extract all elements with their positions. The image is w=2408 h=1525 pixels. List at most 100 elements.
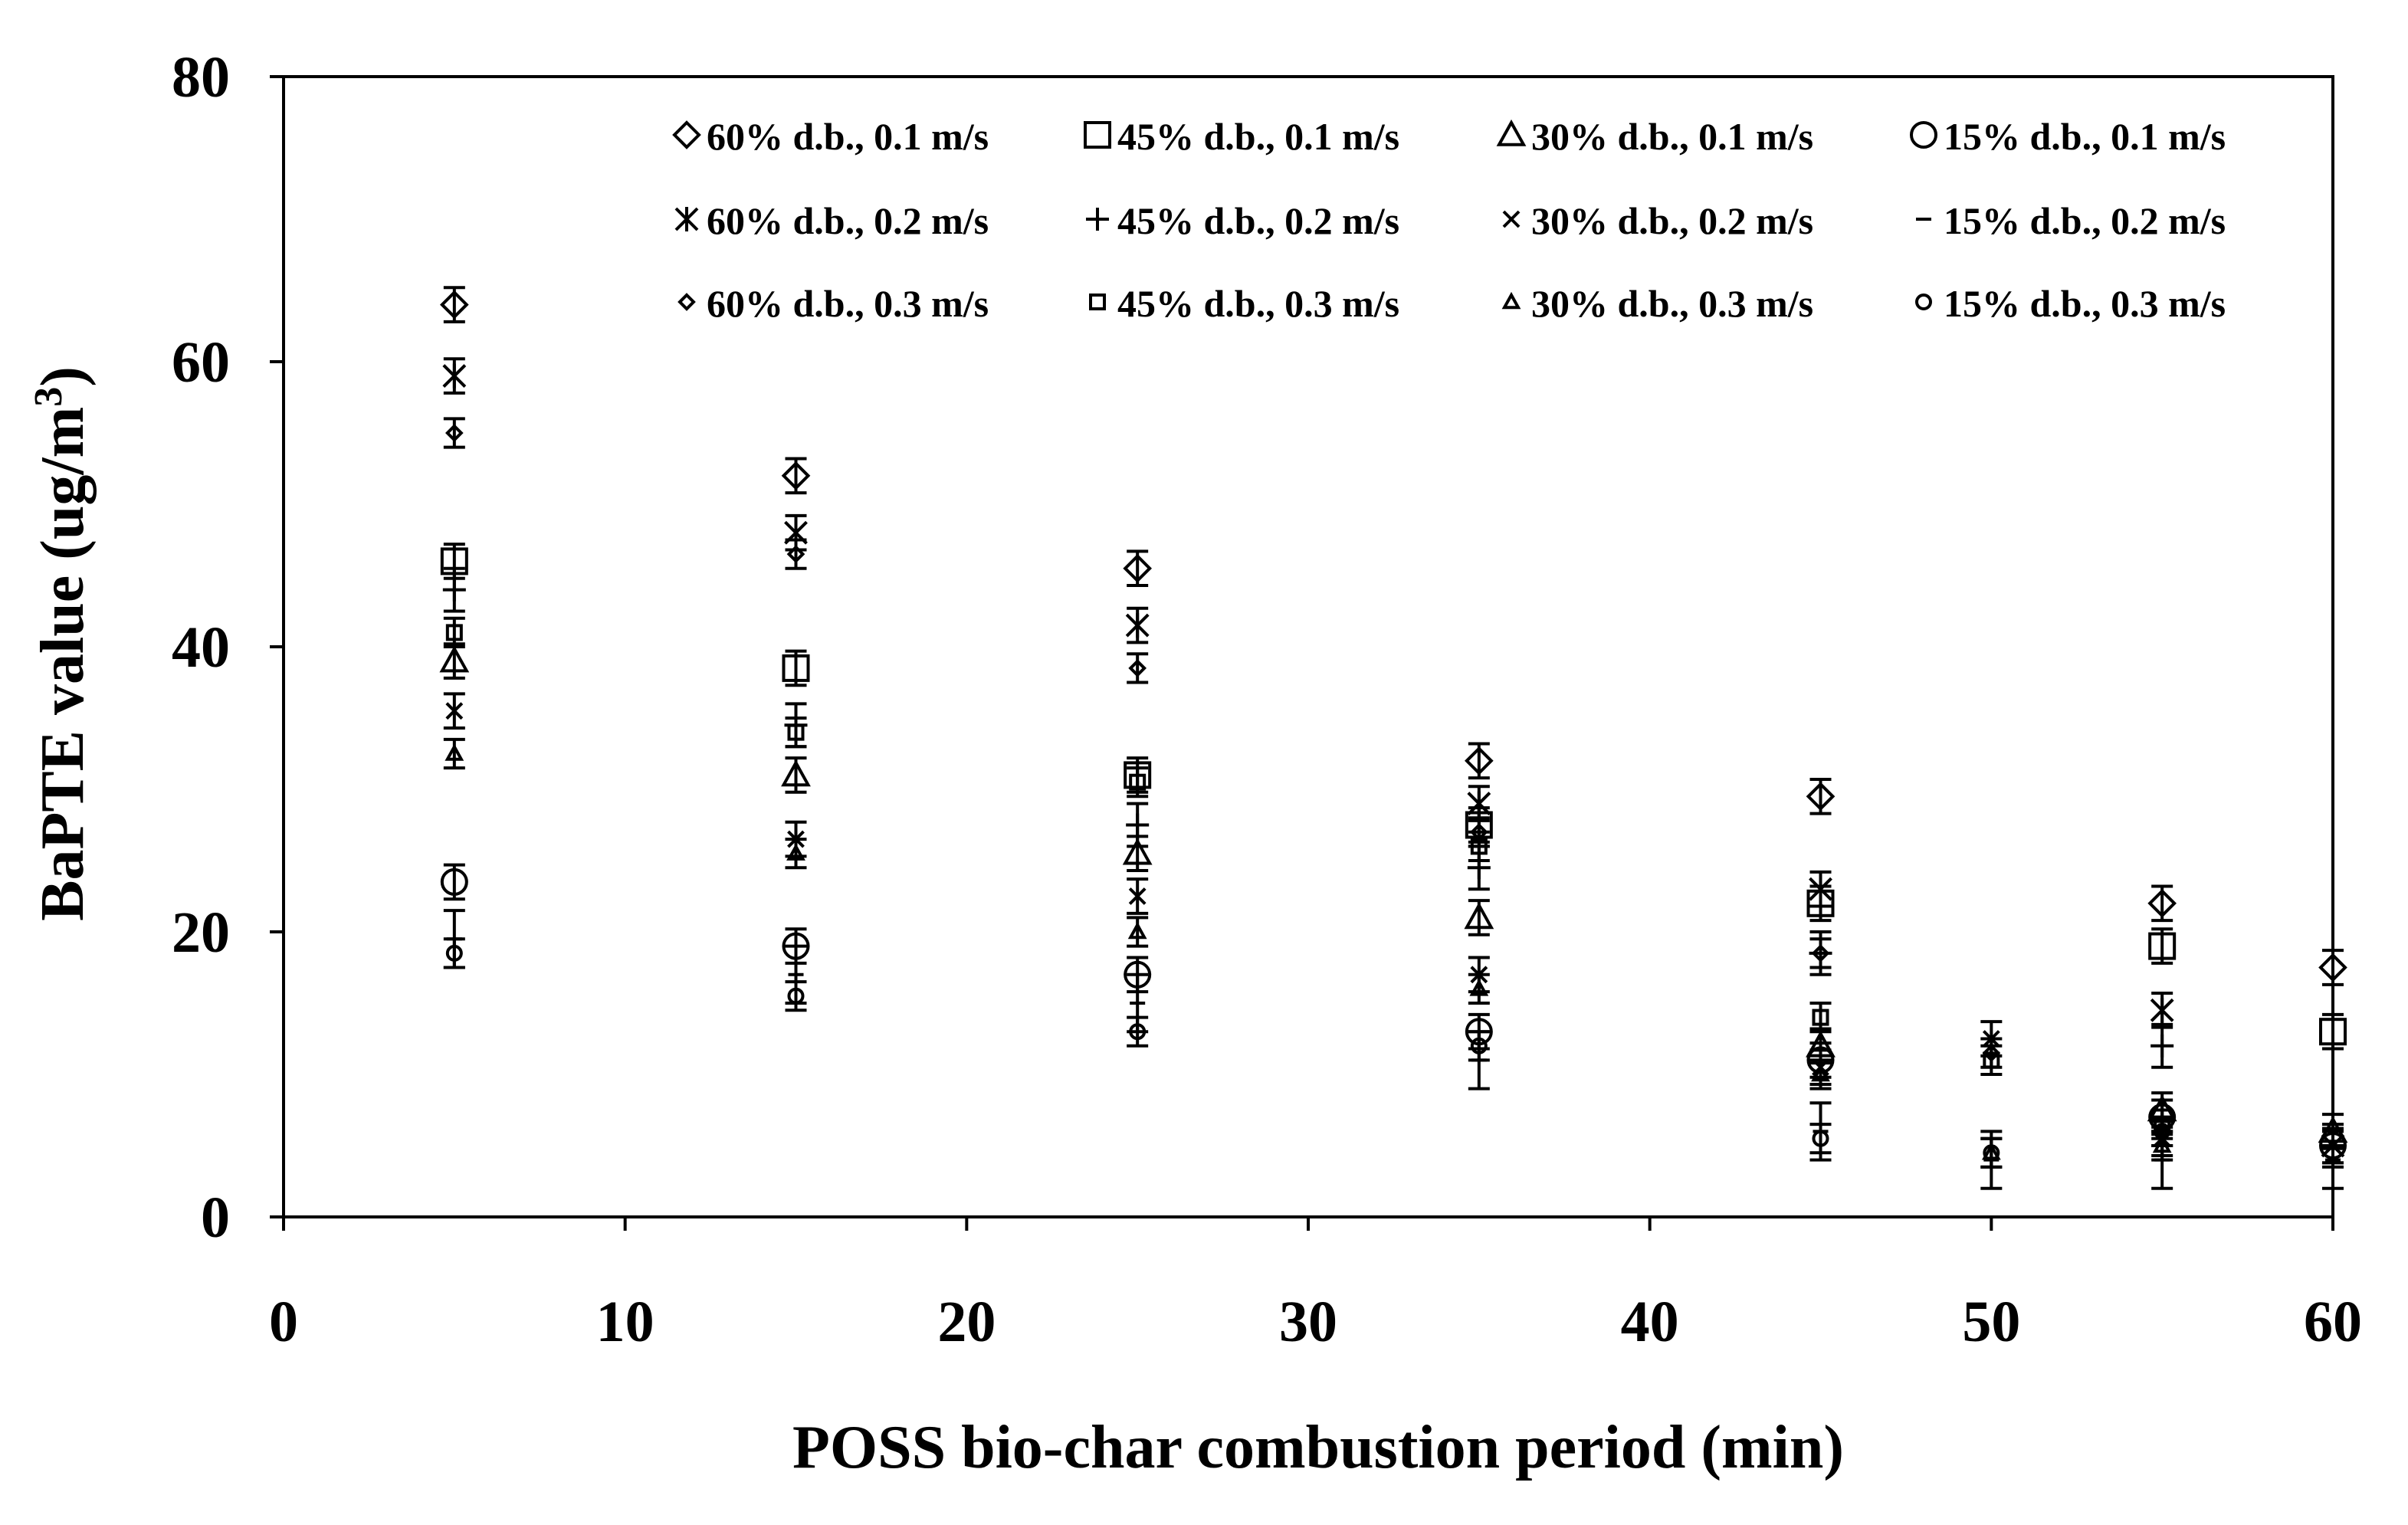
legend-label: 45% d.b., 0.2 m/s: [1117, 199, 1399, 242]
error-bar: [443, 937, 465, 969]
legend-label: 60% d.b., 0.3 m/s: [707, 282, 989, 325]
legend-label: 30% d.b., 0.1 m/s: [1531, 115, 1813, 158]
marker-square-large-point: [2148, 932, 2177, 960]
marker-square-small-point: [787, 723, 805, 741]
error-bar: [1980, 1136, 2003, 1169]
series-12: [443, 937, 2173, 1169]
x-tick-label: 30: [1279, 1290, 1337, 1354]
marker-asterisk-point: [442, 363, 467, 389]
marker-circle-small-point: [1470, 1037, 1488, 1054]
marker-cross-point: [445, 702, 464, 720]
marker-circle-small-point: [1812, 1130, 1829, 1147]
series-8: [443, 909, 2344, 1190]
series-6: [442, 566, 2344, 1169]
marker-triangle-small-point: [1811, 1064, 1830, 1082]
marker-diamond-small-point: [1811, 944, 1830, 963]
y-tick-label: 80: [172, 45, 230, 110]
marker-square-small-point: [1812, 1008, 1829, 1026]
series-10: [443, 616, 2173, 1140]
marker-diamond-large-point: [2318, 953, 2347, 982]
marker-asterisk-point: [1125, 613, 1150, 638]
series-11: [443, 737, 2173, 1169]
legend-item: 30% d.b., 0.1 m/s: [1496, 115, 1813, 158]
marker-triangle-large-legend: [1496, 119, 1527, 146]
legend-item: 30% d.b., 0.2 m/s: [1502, 199, 1813, 242]
y-tick-label: 0: [201, 1186, 230, 1250]
marker-cross-legend: [1502, 210, 1521, 228]
legend-label: 60% d.b., 0.2 m/s: [707, 199, 989, 242]
marker-triangle-large-point: [439, 645, 470, 673]
marker-cross-point: [1128, 887, 1147, 905]
y-axis-title-close: ): [29, 366, 97, 387]
series-3: [439, 642, 2348, 1150]
error-bar: [1127, 766, 1149, 799]
y-tick-label: 60: [172, 330, 230, 395]
marker-triangle-large-point: [781, 759, 811, 787]
series-9: [443, 417, 2173, 1147]
marker-diamond-small-point: [445, 424, 464, 442]
error-bar: [785, 538, 807, 570]
plot-frame: [282, 75, 2334, 1218]
legend-label: 45% d.b., 0.1 m/s: [1117, 115, 1399, 158]
y-tick-label: 40: [172, 615, 230, 680]
legend-item: 30% d.b., 0.3 m/s: [1501, 282, 1813, 325]
marker-circle-large-point: [440, 867, 468, 896]
y-axis-title-superscript: 3: [27, 387, 71, 407]
x-tick-label: 0: [269, 1290, 298, 1354]
marker-diamond-large-point: [1465, 746, 1494, 776]
marker-square-large-legend: [1084, 121, 1111, 149]
axes: 0 10 20 30 40 50 60 0 20 40 60 80: [172, 45, 2362, 1354]
marker-circle-small-point: [2154, 1123, 2171, 1140]
error-bar: [1127, 1015, 1149, 1048]
marker-diamond-small-point: [786, 545, 805, 563]
marker-diamond-small-point: [1128, 659, 1147, 677]
marker-square-small-legend: [1089, 294, 1106, 310]
marker-triangle-small-legend: [1501, 291, 1521, 310]
error-bar: [2151, 1115, 2173, 1147]
series-2: [440, 543, 2347, 1051]
y-tick-label: 20: [172, 900, 230, 965]
error-bar: [1468, 830, 1490, 862]
legend-item: 15% d.b., 0.3 m/s: [1915, 282, 2226, 325]
legend-label: 15% d.b., 0.3 m/s: [1944, 282, 2226, 325]
legend-label: 30% d.b., 0.3 m/s: [1531, 282, 1813, 325]
marker-diamond-large-point: [1806, 782, 1836, 812]
series-5: [442, 357, 2345, 1165]
x-tick-label: 40: [1621, 1290, 1679, 1354]
error-bar: [785, 980, 807, 1012]
legend-label: 15% d.b., 0.1 m/s: [1944, 115, 2226, 158]
error-bar: [785, 717, 807, 749]
x-tick-label: 50: [1962, 1290, 2020, 1354]
marker-triangle-small-point: [445, 743, 464, 761]
y-axis-title: BaPTE value (ug/m3): [27, 366, 97, 921]
marker-plus-point: [442, 578, 466, 602]
error-bar: [443, 417, 465, 449]
marker-asterisk-point: [1467, 791, 1491, 816]
legend-item: 60% d.b., 0.1 m/s: [672, 115, 989, 158]
marker-triangle-small-point: [786, 843, 805, 861]
y-axis-title-main: BaPTE value (ug/m: [29, 407, 97, 921]
marker-diamond-large-point: [781, 461, 811, 490]
legend-label: 60% d.b., 0.1 m/s: [707, 115, 989, 158]
marker-plus-point: [1126, 813, 1150, 837]
legend-label: 15% d.b., 0.2 m/s: [1944, 199, 2226, 242]
error-bar: [1468, 1030, 1490, 1062]
marker-circle-small-point: [787, 987, 805, 1005]
marker-plus-legend: [1086, 208, 1109, 231]
marker-square-small-point: [1129, 773, 1147, 791]
series-7: [443, 692, 2173, 1158]
data-marks: [439, 286, 2348, 1190]
marker-square-large-point: [2319, 1018, 2347, 1046]
x-tick-label: 60: [2304, 1290, 2362, 1354]
x-tick-label: 20: [937, 1290, 996, 1354]
series-4: [440, 863, 2347, 1165]
legend-item: 15% d.b., 0.2 m/s: [1916, 199, 2226, 242]
legend-label: 30% d.b., 0.2 m/s: [1531, 199, 1813, 242]
marker-diamond-large-point: [2147, 888, 2177, 918]
x-axis-title: POSS bio-char combustion period (min): [792, 1414, 1844, 1481]
marker-circle-small-point: [1983, 1144, 2000, 1162]
marker-asterisk-legend: [674, 207, 699, 231]
marker-triangle-small-point: [1469, 979, 1489, 996]
marker-plus-point: [2150, 1034, 2174, 1058]
